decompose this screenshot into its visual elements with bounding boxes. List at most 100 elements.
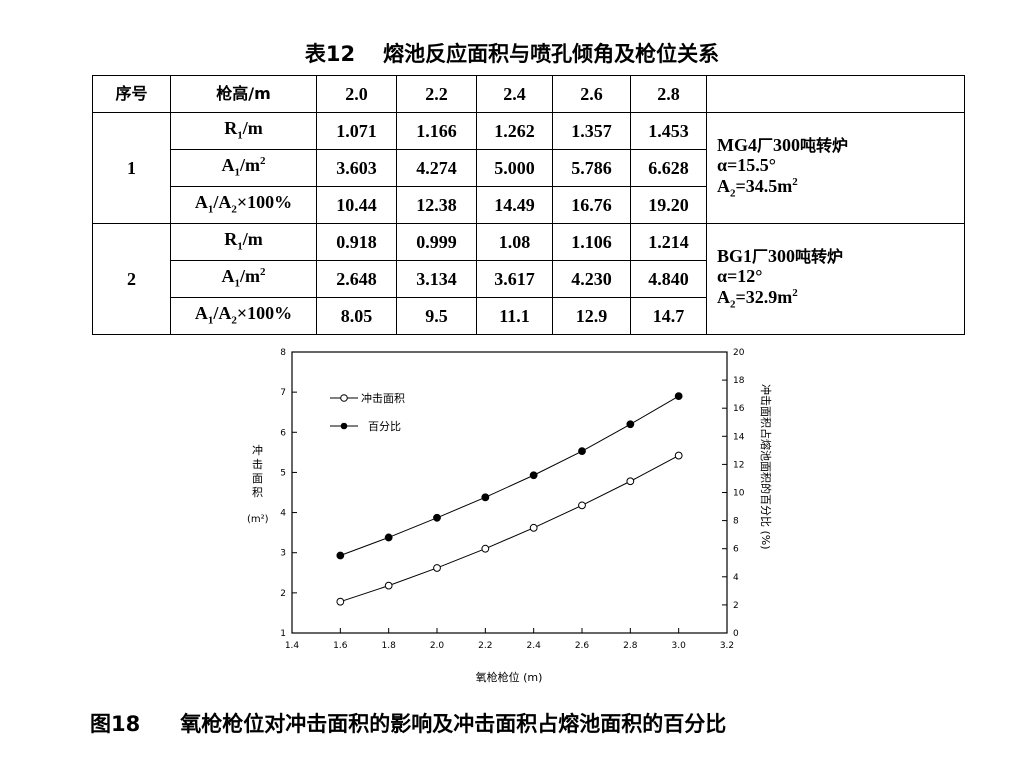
table-header-row: 序号 枪高/m 2.0 2.2 2.4 2.6 2.8 (92, 75, 965, 113)
param-cell: A1/m2 (170, 149, 317, 187)
table-row: A1/m2 3.603 4.274 5.000 5.786 6.628 (93, 149, 965, 187)
value-cell: 0.999 (396, 223, 477, 261)
x-tick-label: 2.8 (623, 641, 638, 651)
data-point-open (336, 597, 345, 606)
value-cell: 9.5 (396, 297, 477, 335)
header-cell (706, 75, 965, 113)
value-cell: 1.071 (316, 112, 397, 150)
value-cell: 3.603 (316, 149, 397, 187)
data-point-open (626, 477, 635, 486)
data-point-open (384, 581, 393, 590)
value-cell: 14.7 (630, 297, 707, 335)
header-cell: 序号 (92, 75, 171, 113)
plot-frame (291, 351, 728, 634)
value-cell: 1.357 (552, 112, 631, 150)
table-row: A1/A2×100% 8.05 9.5 11.1 12.9 14.7 (93, 297, 965, 335)
x-tick-label: 1.4 (285, 641, 300, 651)
value-cell: 1.08 (476, 223, 553, 261)
legend-label: 冲击面积 (361, 391, 405, 405)
param-cell: R1/m (170, 223, 317, 261)
value-cell: 12.38 (396, 186, 477, 224)
y-left-tick-label: 7 (280, 388, 286, 398)
group-note: BG1厂300吨转炉 α=12° A2=32.9m2 (706, 223, 965, 335)
header-cell: 2.2 (396, 75, 477, 113)
value-cell: 12.9 (552, 297, 631, 335)
header-cell: 2.4 (476, 75, 553, 113)
group-id-cell: 1 (92, 112, 171, 224)
y-right-tick-label: 20 (733, 348, 745, 358)
legend-label: 百分比 (368, 420, 401, 433)
header-cell: 2.6 (552, 75, 631, 113)
y-right-tick-label: 2 (733, 601, 739, 611)
data-point-open (578, 501, 586, 510)
data-point-open (674, 451, 683, 460)
data-point-filled (578, 447, 586, 456)
x-tick-label: 2.6 (575, 641, 590, 651)
header-cell: 2.8 (630, 75, 707, 113)
y-left-axis-ticks: 1 2 3 4 5 6 7 8 (280, 348, 297, 639)
value-cell: 1.453 (630, 112, 707, 150)
table-row: A1/A2×100% 10.44 12.38 14.49 16.76 19.20 (93, 186, 965, 224)
note-line: BG1厂300吨转炉 (717, 245, 844, 266)
y-right-axis-ticks: 0 2 4 6 8 10 12 14 16 18 20 (722, 348, 745, 639)
figure-caption: 图18 氧枪枪位对冲击面积的影响及冲击面积占熔池面积的百分比 (90, 708, 726, 738)
table-row: 2 R1/m 0.918 0.999 1.08 1.106 1.214 BG1厂… (92, 223, 965, 335)
x-tick-label: 1.6 (333, 641, 348, 651)
param-cell: A1/m2 (170, 260, 317, 298)
data-point-filled (433, 513, 441, 522)
legend-marker-filled (340, 422, 348, 430)
series-line (340, 455, 679, 603)
x-tick-label: 1.8 (382, 641, 397, 651)
data-point-filled (529, 471, 538, 480)
y-left-tick-label: 6 (280, 428, 286, 438)
value-cell: 3.617 (476, 260, 553, 298)
y-right-tick-label: 8 (733, 517, 739, 527)
data-point-filled (626, 420, 635, 429)
caption-text: 氧枪枪位对冲击面积的影响及冲击面积占熔池面积的百分比 (180, 712, 727, 736)
y-left-label-unit: (m²) (247, 514, 269, 525)
param-cell: R1/m (170, 112, 317, 150)
legend-marker-open (340, 394, 348, 402)
value-cell: 0.918 (316, 223, 397, 261)
group-id-cell: 2 (92, 223, 171, 335)
note-line: A2=32.9m2 (717, 287, 798, 311)
data-point-open (433, 564, 441, 572)
table-title: 表12 熔池反应面积与喷孔倾角及枪位关系 (0, 38, 1024, 68)
value-cell: 5.000 (476, 149, 553, 187)
y-right-axis-label: 冲击面积占熔池面积的百分比 (%) (759, 384, 773, 550)
value-cell: 1.106 (552, 223, 631, 261)
table-row: A1/m2 2.648 3.134 3.617 4.230 4.840 (93, 260, 965, 298)
table-title-label: 表12 (304, 42, 356, 66)
y-left-label-char: 积 (252, 486, 263, 499)
chart: 1.4 1.6 1.8 2.0 2.2 2.4 2.6 2.8 3.0 3.2 12345678 … (247, 348, 773, 684)
table-title-text: 熔池反应面积与喷孔倾角及枪位关系 (383, 42, 720, 66)
value-cell: 1.166 (396, 112, 477, 150)
table-row: 1 R1/m 1.071 1.166 1.262 1.357 1.453 MG4… (92, 112, 965, 224)
header-cell: 2.0 (316, 75, 397, 113)
value-cell: 16.76 (552, 186, 631, 224)
data-point-filled (336, 551, 345, 560)
y-left-tick-label: 8 (280, 348, 286, 358)
group-note: MG4厂300吨转炉 α=15.5° A2=34.5m2 (706, 112, 965, 224)
data-point-filled (384, 533, 393, 542)
param-cell: A1/A2×100% (170, 186, 317, 224)
x-tick-label: 2.0 (430, 641, 445, 651)
y-right-tick-label: 6 (733, 545, 739, 555)
data-point-open (481, 544, 490, 553)
data-point-open (529, 523, 538, 532)
note-line: α=12° (717, 266, 763, 287)
value-cell: 10.44 (316, 186, 397, 224)
x-tick-label: 2.2 (478, 641, 492, 651)
value-cell: 4.840 (630, 260, 707, 298)
value-cell: 6.628 (630, 149, 707, 187)
y-left-tick-label: 3 (280, 549, 286, 559)
y-left-label-char: 冲 (252, 443, 263, 457)
y-left-tick-label: 2 (280, 589, 286, 599)
y-right-tick-label: 16 (733, 404, 745, 414)
header-cell: 枪高/m (170, 75, 317, 113)
value-cell: 1.214 (630, 223, 707, 261)
note-line: A2=34.5m2 (717, 176, 798, 200)
x-tick-label: 2.4 (527, 641, 542, 651)
value-cell: 3.134 (396, 260, 477, 298)
y-left-label-char: 面 (252, 472, 263, 485)
